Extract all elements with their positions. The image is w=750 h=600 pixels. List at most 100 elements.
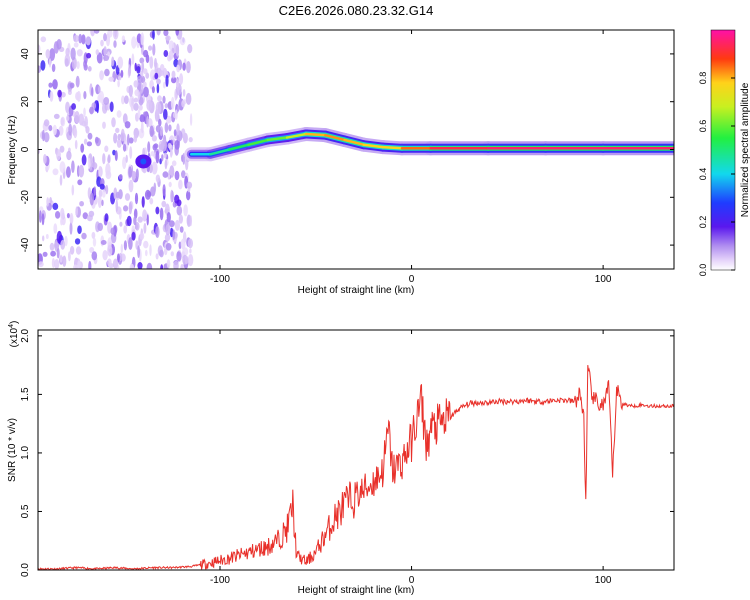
noise-blob <box>186 181 193 189</box>
top-y-tick-label: 20 <box>20 96 31 108</box>
track-core <box>304 132 327 137</box>
scale-factor-label: (x104) <box>8 321 20 348</box>
noise-blob <box>170 96 175 110</box>
noise-blob <box>60 217 63 226</box>
noise-blob <box>133 97 139 103</box>
noise-blob <box>136 66 141 74</box>
noise-blob <box>145 249 148 257</box>
noise-blob <box>133 102 139 111</box>
noise-blob <box>41 129 45 142</box>
noise-blob <box>134 89 140 97</box>
top-x-ticks: -100 0 100 <box>210 30 612 285</box>
colorbar: 0.0 0.2 0.4 0.6 0.8 Normalized spectral ampl… <box>698 29 750 277</box>
noise-blob <box>162 81 166 89</box>
noise-blob <box>175 109 178 120</box>
noise-blob <box>125 154 128 163</box>
track-core <box>324 133 346 142</box>
noise-blob <box>143 222 147 234</box>
noise-blob <box>189 215 192 227</box>
noise-blob <box>123 205 129 212</box>
noise-blob <box>156 30 161 36</box>
noise-blob <box>101 189 106 198</box>
scale-factor-base: (x10 <box>9 327 20 347</box>
noise-blob <box>42 251 48 257</box>
noise-blob <box>137 75 144 84</box>
noise-blob <box>164 122 169 133</box>
noise-blob <box>140 121 144 134</box>
bottom-x-ticks: -100 0 100 <box>210 330 612 586</box>
noise-blob <box>178 179 183 190</box>
noise-blob <box>143 86 149 98</box>
noise-blob <box>164 159 168 170</box>
noise-blob <box>83 107 86 118</box>
noise-blob <box>180 238 186 250</box>
noise-blob <box>88 260 92 269</box>
bottom-y-tick-label: 2.0 <box>20 328 31 342</box>
noise-blob <box>60 91 66 98</box>
noise-blob <box>124 193 131 201</box>
noise-blob <box>182 89 186 97</box>
bottom-x-tick-label: 0 <box>409 575 415 586</box>
top-y-tick-label: -20 <box>20 190 31 205</box>
noise-blob <box>59 161 66 174</box>
noise-blob <box>128 64 132 77</box>
noise-blob <box>123 225 128 234</box>
noise-blob <box>116 110 122 118</box>
noise-blob <box>48 82 53 88</box>
noise-blob <box>147 118 153 128</box>
noise-blob <box>154 72 159 80</box>
noise-blob <box>113 132 118 144</box>
noise-blob <box>185 92 192 105</box>
noise-blob <box>56 149 61 161</box>
noise-blob <box>152 30 155 40</box>
noise-blob <box>115 199 119 212</box>
noise-blob <box>93 30 100 34</box>
noise-blob <box>152 43 156 56</box>
noise-blob <box>137 109 141 119</box>
track-core <box>228 143 250 151</box>
noise-blob <box>96 176 102 187</box>
noise-blob <box>174 219 180 231</box>
colorbar-tick-label: 0.2 <box>698 216 708 229</box>
noise-blob <box>165 74 169 88</box>
colorbar-tick-label: 0.0 <box>698 264 708 277</box>
colorbar-label: Normalized spectral amplitude <box>740 82 750 217</box>
top-x-axis-label: Height of straight line (km) <box>298 285 415 296</box>
noise-blob <box>163 152 167 159</box>
noise-blob <box>105 170 112 180</box>
noise-blob <box>183 204 188 217</box>
bottom-y-tick-label: 0.5 <box>20 504 31 518</box>
noise-blob <box>122 143 127 152</box>
noise-blob <box>156 83 160 94</box>
noise-blob <box>107 244 113 257</box>
noise-blob <box>142 68 148 75</box>
track-core <box>209 148 231 156</box>
noise-blob <box>75 75 80 88</box>
noise-blob <box>173 260 179 269</box>
noise-blob <box>52 79 58 90</box>
colorbar-tick-label: 0.8 <box>698 72 708 85</box>
noise-blob <box>168 169 173 176</box>
bottom-y-tick-label: 1.0 <box>20 446 31 460</box>
noise-blob <box>182 62 186 71</box>
noise-blob <box>170 139 173 145</box>
noise-blob <box>145 72 150 79</box>
noise-blob <box>155 206 160 215</box>
bottom-y-tick-label: 0.0 <box>20 563 31 577</box>
noise-blob <box>175 30 179 36</box>
noise-blob <box>57 89 62 98</box>
noise-blob <box>176 64 181 73</box>
noise-blob <box>129 146 133 159</box>
noise-blob <box>113 40 117 48</box>
noise-blob <box>76 61 80 70</box>
noise-blob <box>104 213 109 222</box>
noise-blob <box>89 247 95 253</box>
noise-blob <box>86 141 92 147</box>
noise-blob <box>158 143 165 151</box>
noise-blob <box>149 197 154 205</box>
noise-blob <box>187 44 193 54</box>
noise-blob <box>94 136 99 144</box>
noise-blob <box>53 223 58 234</box>
noise-blob <box>163 50 169 57</box>
noise-blob <box>161 200 167 208</box>
